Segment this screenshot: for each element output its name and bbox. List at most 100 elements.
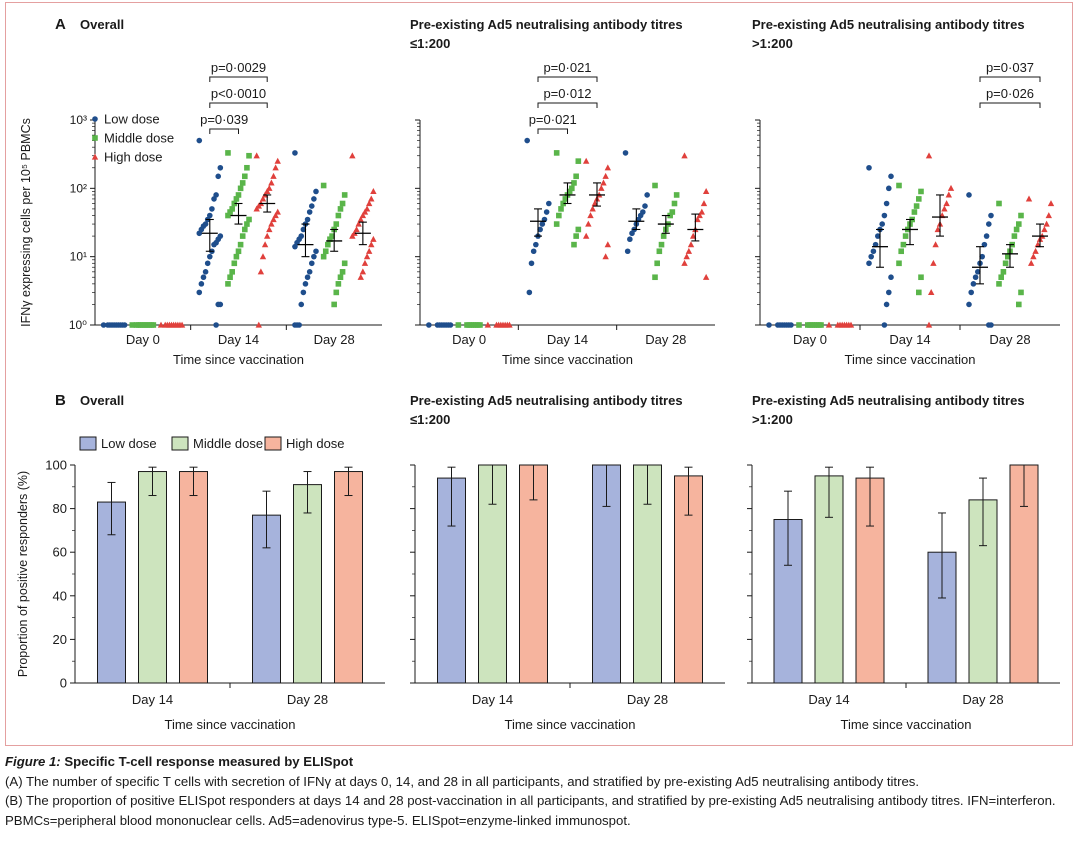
data-point bbox=[349, 152, 356, 159]
data-point bbox=[363, 253, 371, 260]
data-point bbox=[157, 321, 165, 328]
data-point bbox=[1032, 247, 1039, 254]
data-point bbox=[335, 281, 342, 287]
data-point bbox=[300, 226, 307, 233]
x-tick-label: Day 0 bbox=[452, 332, 486, 347]
data-point bbox=[1034, 241, 1041, 248]
data-point bbox=[198, 281, 205, 287]
data-point bbox=[313, 188, 319, 195]
data-point bbox=[998, 274, 1004, 281]
bar-panel-2: Pre-existing Ad5 neutralising antibody t… bbox=[410, 393, 725, 732]
panel-title: Overall bbox=[80, 393, 124, 408]
data-point bbox=[255, 321, 262, 328]
bar-panel-1: B Overall 0 20 40 60 80 100 Proportion of positi… bbox=[16, 392, 385, 732]
significance-bracket bbox=[537, 76, 598, 82]
data-point bbox=[339, 200, 346, 207]
data-point bbox=[930, 259, 937, 266]
data-point bbox=[1047, 200, 1055, 207]
data-point bbox=[257, 268, 265, 275]
scatter-panel-2: Pre-existing Ad5 neutralising antibody t… bbox=[410, 17, 715, 367]
data-point bbox=[562, 196, 569, 202]
data-point bbox=[573, 173, 579, 180]
p-value-label: p=0·021 bbox=[543, 60, 591, 75]
data-point bbox=[553, 221, 560, 227]
data-point bbox=[696, 212, 703, 219]
y-tick-label: 10² bbox=[70, 181, 87, 195]
p-value-label: p<0·0010 bbox=[211, 86, 266, 101]
data-point bbox=[213, 322, 219, 328]
data-point bbox=[681, 152, 688, 159]
data-point bbox=[1025, 195, 1033, 202]
legend-marker bbox=[91, 153, 99, 160]
panel-title: >1:200 bbox=[752, 412, 793, 427]
data-point bbox=[211, 196, 217, 202]
data-point bbox=[1005, 253, 1011, 260]
data-point bbox=[689, 232, 697, 239]
data-point bbox=[261, 241, 269, 248]
data-point bbox=[313, 248, 319, 255]
data-point bbox=[246, 152, 252, 159]
data-point bbox=[237, 185, 244, 192]
x-tick-label: Day 28 bbox=[627, 692, 668, 707]
data-point bbox=[353, 226, 360, 233]
data-point bbox=[702, 273, 710, 280]
data-point bbox=[681, 259, 688, 266]
data-point bbox=[244, 164, 250, 171]
data-point bbox=[604, 241, 612, 248]
significance-bracket bbox=[979, 76, 1041, 82]
data-point bbox=[1016, 221, 1022, 227]
data-point bbox=[215, 173, 222, 180]
data-point bbox=[300, 289, 307, 296]
legend-marker bbox=[92, 116, 98, 122]
data-point bbox=[242, 173, 248, 180]
data-point bbox=[1045, 212, 1052, 219]
data-point bbox=[242, 226, 248, 233]
data-point bbox=[272, 212, 279, 219]
data-point bbox=[1000, 269, 1007, 275]
legend-swatch bbox=[79, 436, 97, 451]
data-point bbox=[235, 248, 242, 255]
data-point bbox=[834, 321, 841, 328]
y-tick-label: 10¹ bbox=[70, 250, 87, 264]
y-tick-label: 10⁰ bbox=[69, 318, 87, 332]
data-point bbox=[528, 260, 535, 267]
data-point bbox=[225, 281, 231, 287]
data-point bbox=[329, 233, 335, 239]
data-point bbox=[886, 289, 892, 296]
data-point bbox=[928, 288, 935, 295]
data-point bbox=[575, 226, 582, 233]
data-point bbox=[270, 216, 277, 223]
scatter-panel-1: A Overall 10⁰ 10¹ 10² 10³ IFNγ expressing cell… bbox=[19, 16, 382, 367]
data-point bbox=[975, 269, 981, 275]
data-point bbox=[225, 212, 231, 219]
data-point bbox=[325, 241, 331, 248]
data-point bbox=[979, 253, 985, 260]
data-point bbox=[687, 241, 695, 248]
legend-label: High dose bbox=[286, 436, 345, 451]
data-point bbox=[624, 248, 631, 255]
data-point bbox=[493, 321, 500, 328]
data-point bbox=[320, 182, 327, 189]
data-point bbox=[211, 241, 217, 248]
data-point bbox=[918, 188, 924, 195]
x-tick-label: Day 28 bbox=[645, 332, 686, 347]
data-point bbox=[825, 321, 833, 328]
data-point bbox=[311, 253, 317, 260]
x-tick-label: Day 14 bbox=[132, 692, 173, 707]
data-point bbox=[602, 253, 609, 260]
data-point bbox=[900, 241, 907, 248]
data-point bbox=[1013, 226, 1020, 233]
x-tick-label: Day 28 bbox=[314, 332, 355, 347]
caption-title-text: Specific T-cell response measured by ELI… bbox=[60, 754, 354, 769]
data-point bbox=[866, 164, 872, 171]
x-tick-label: Day 0 bbox=[793, 332, 827, 347]
data-point bbox=[274, 157, 281, 164]
data-point bbox=[916, 196, 922, 202]
data-point bbox=[524, 137, 530, 144]
data-point bbox=[526, 289, 533, 296]
data-point bbox=[870, 248, 877, 255]
data-point bbox=[361, 259, 369, 266]
data-point bbox=[898, 248, 904, 255]
significance-bracket bbox=[537, 128, 568, 134]
data-point bbox=[246, 216, 252, 223]
